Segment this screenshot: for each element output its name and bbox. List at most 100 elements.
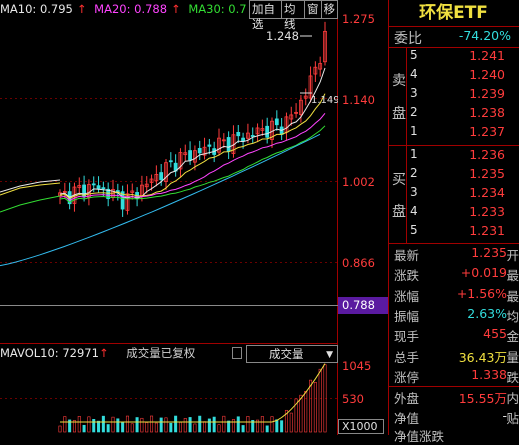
ma60-line — [0, 133, 321, 267]
stat-value: 1.338 — [471, 367, 507, 382]
stat-side: 金 — [506, 329, 519, 344]
candle-body — [193, 150, 197, 163]
sell-price: 1.238 — [469, 105, 505, 120]
candle-body — [106, 188, 111, 200]
stat-row: 净值 - 贴 — [388, 408, 519, 427]
volume-bar — [246, 416, 250, 433]
volume-bar — [164, 417, 168, 433]
quote-panel: 环保ETF 委比 -74.20% 卖 盘 5 1.241 4 1.240 3 1.23… — [388, 0, 519, 444]
buy-price: 1.231 — [469, 223, 505, 238]
ma10-line — [59, 67, 326, 199]
volume-bar — [284, 409, 288, 433]
top-toolbar: 加自选 均线 窗 移 — [249, 0, 338, 31]
ma-lines — [0, 67, 326, 267]
volume-bar — [318, 368, 322, 433]
volume-bar — [203, 421, 207, 433]
stat-side: 内 — [506, 391, 519, 406]
panel-divider — [388, 386, 519, 387]
stat-label: 总手 — [394, 350, 420, 365]
candle-body — [178, 152, 183, 170]
buy-level: 2 — [410, 166, 418, 180]
volume-bar — [125, 415, 129, 433]
stat-label: 外盘 — [394, 391, 420, 406]
volume-bar — [275, 419, 279, 433]
volume-bar — [188, 417, 192, 433]
security-title: 环保ETF — [419, 3, 488, 23]
ma-yellow-line — [59, 93, 326, 199]
sell-row: 1 1.237 — [388, 124, 519, 143]
kline-chart-area[interactable]: 1.248 1.149 MA10: 0.795 ↑ MA20: 0.788 ↑ MA3… — [0, 0, 338, 435]
price-axis: 1.275 1.140 1.002 0.866 0.788 1045 530 X… — [338, 0, 388, 435]
volume-adjusted-status: 成交量已复权 — [126, 346, 196, 360]
ma20-value: MA20: 0.788 — [94, 2, 168, 16]
buy-label-1: 买 — [392, 172, 406, 188]
candle-body — [120, 191, 125, 210]
candle-body — [313, 66, 318, 75]
candle-body — [226, 137, 231, 152]
candle-body — [183, 152, 188, 156]
volume-bar — [313, 382, 317, 433]
volume-bar — [135, 417, 139, 433]
ma30-line — [59, 125, 326, 203]
volume-bar — [174, 415, 178, 433]
candle-body — [274, 118, 279, 126]
buy-level: 1 — [410, 147, 418, 161]
ma10-left-segment — [0, 179, 61, 193]
volume-bar — [145, 422, 149, 433]
volume-unit-label: X1000 — [338, 419, 384, 434]
sell-label-2: 盘 — [392, 106, 406, 122]
sell-level: 2 — [410, 105, 418, 119]
volume-bar — [304, 390, 308, 433]
price-tick-1002: 1.002 — [342, 175, 375, 189]
volume-bar — [280, 420, 284, 433]
candle-body — [294, 111, 298, 114]
panel-divider — [388, 243, 519, 244]
sell-row: 4 1.240 — [388, 67, 519, 86]
ma30-value: MA30: 0.7 — [188, 2, 247, 16]
sell-price: 1.237 — [469, 124, 505, 139]
candle-body — [236, 131, 241, 137]
volume-bar — [106, 424, 110, 433]
stat-side: 均 — [506, 309, 519, 324]
volume-bar — [309, 379, 313, 433]
ma-yellow-left-segment — [0, 182, 61, 196]
volume-indicator-button[interactable]: 成交量 ▼ — [246, 345, 338, 363]
candle-body — [101, 187, 106, 190]
candle-body — [255, 127, 260, 135]
price-tick-0866: 0.866 — [342, 256, 375, 270]
ma-lines-button[interactable]: 均线 — [281, 0, 305, 31]
candle-body — [202, 146, 207, 156]
candle-body — [265, 125, 270, 138]
volume-indicator-toggle[interactable] — [232, 347, 242, 359]
sell-price: 1.240 — [469, 67, 505, 82]
stat-label: 最新 — [394, 248, 420, 263]
candle-body — [125, 193, 130, 211]
add-favorite-button[interactable]: 加自选 — [249, 0, 282, 31]
window-button[interactable]: 窗 — [304, 0, 322, 19]
volume-bar — [150, 415, 154, 433]
weibi-label: 委比 — [394, 31, 422, 47]
volume-bar — [183, 418, 187, 433]
buy-row: 4 1.233 — [388, 204, 519, 223]
buy-price: 1.234 — [469, 185, 505, 200]
stat-value: +0.019 — [460, 265, 507, 280]
stat-label: 涨幅 — [394, 289, 420, 304]
candle-body — [318, 63, 323, 70]
volume-bar — [68, 419, 72, 433]
buy-label-2: 盘 — [392, 204, 406, 220]
buy-price: 1.235 — [469, 166, 505, 181]
volume-bar — [198, 415, 202, 433]
volume-ma-line — [60, 363, 326, 423]
volume-bar — [265, 425, 269, 433]
stat-row: 振幅 2.63% 均 — [388, 306, 519, 325]
stat-value: 1.235 — [471, 245, 507, 260]
candle-body — [96, 185, 101, 189]
volume-bar — [270, 416, 274, 433]
candle-body — [197, 148, 202, 154]
weibi-value: -74.20% — [458, 28, 511, 43]
sell-price: 1.241 — [469, 48, 505, 63]
mavol-value: MAVOL10: 72971 — [0, 346, 99, 360]
volume-bar — [101, 415, 105, 433]
sell-level: 1 — [410, 124, 418, 138]
move-button[interactable]: 移 — [320, 0, 338, 19]
